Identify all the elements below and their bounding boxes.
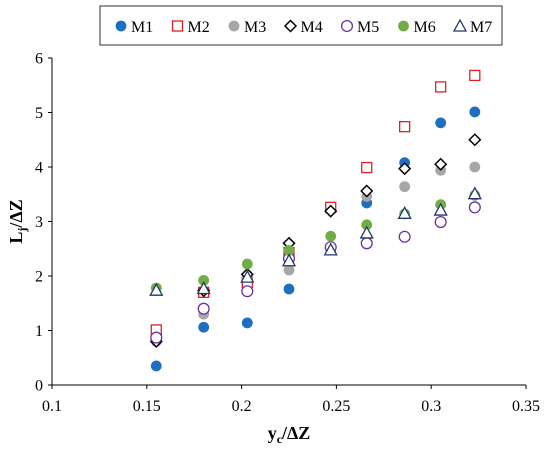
data-point <box>360 237 373 250</box>
series-m7 <box>149 186 482 296</box>
legend-label: M3 <box>244 19 266 36</box>
legend-item-m6: M6 <box>398 19 436 36</box>
series-m1 <box>150 106 481 372</box>
data-point <box>434 215 447 229</box>
legend: M1 M2 M3 M4 M5 M6 M7 <box>99 5 503 46</box>
data-point <box>323 242 338 256</box>
axes: 0 1 2 3 4 5 6 0.1 0.15 0.2 0.25 0.3 0.35 <box>35 51 540 416</box>
data-point <box>281 253 297 267</box>
data-point <box>435 81 447 93</box>
y-tick-label: 5 <box>35 105 43 122</box>
axis-titles: yc/ΔZ Lj/ΔZ <box>6 199 310 446</box>
data-point <box>150 331 163 344</box>
data-point <box>398 230 411 243</box>
data-point <box>198 274 210 286</box>
data-point <box>469 106 481 118</box>
data-point <box>325 230 337 242</box>
data-point <box>435 117 447 129</box>
data-point <box>468 201 481 214</box>
data-point <box>360 184 374 198</box>
data-point <box>150 360 162 372</box>
data-point <box>398 162 412 176</box>
y-tick-label: 4 <box>35 160 43 177</box>
legend-item-m5: M5 <box>340 19 379 36</box>
data-point <box>197 302 210 315</box>
legend-item-m3: M3 <box>228 19 266 36</box>
data-point <box>469 69 481 82</box>
legend-item-m2: M2 <box>171 19 210 36</box>
y-tick-label: 1 <box>35 323 43 340</box>
legend-label: M1 <box>131 19 153 36</box>
data-point <box>241 258 253 270</box>
legend-marker <box>398 20 409 32</box>
legend-label: M7 <box>470 19 492 36</box>
legend-item-m4: M4 <box>283 19 323 36</box>
legend-item-m1: M1 <box>115 19 153 36</box>
data-point <box>198 321 210 333</box>
legend-label: M5 <box>357 19 379 36</box>
x-tick-label: 0.35 <box>512 398 540 415</box>
data-point <box>469 161 481 173</box>
data-point <box>240 269 255 283</box>
y-axis-title: Lj/ΔZ <box>6 199 29 243</box>
legend-marker <box>283 19 298 33</box>
data-point <box>196 281 211 295</box>
series-m2 <box>150 69 481 336</box>
series-m5 <box>150 201 481 344</box>
x-tick-label: 0.15 <box>133 398 161 415</box>
y-tick-label: 3 <box>35 214 43 231</box>
data-point <box>397 205 412 219</box>
y-tick-label: 0 <box>35 378 43 395</box>
data-points <box>149 69 482 372</box>
legend-label: M4 <box>301 19 323 36</box>
data-point <box>283 283 295 295</box>
series-m6 <box>150 189 481 294</box>
x-axis-title: yc/ΔZ <box>268 423 311 446</box>
data-point <box>324 204 338 218</box>
legend-marker <box>452 18 468 32</box>
legend-marker <box>228 20 240 32</box>
legend-marker <box>340 19 354 33</box>
data-point <box>361 161 373 174</box>
x-tick-label: 0.2 <box>232 398 252 415</box>
data-point <box>283 264 295 276</box>
data-point <box>241 317 253 329</box>
data-point <box>361 219 373 231</box>
data-point <box>359 225 374 239</box>
legend-item-m7: M7 <box>452 18 492 36</box>
data-point <box>468 133 482 147</box>
legend-label: M6 <box>414 19 436 36</box>
legend-marker <box>171 20 184 32</box>
series-m3 <box>150 161 481 347</box>
legend-marker <box>115 20 127 32</box>
data-point <box>467 186 482 200</box>
y-tick-label: 2 <box>35 269 43 286</box>
y-tick-label: 6 <box>35 51 43 68</box>
data-point <box>283 244 295 256</box>
data-point <box>433 202 448 216</box>
data-point <box>399 181 411 193</box>
legend-label: M2 <box>188 19 210 36</box>
data-point <box>241 285 254 298</box>
legend-box <box>99 5 503 46</box>
data-point <box>399 121 411 133</box>
x-tick-label: 0.3 <box>421 398 441 415</box>
data-point <box>434 157 448 171</box>
x-tick-label: 0.25 <box>322 398 350 415</box>
data-point <box>149 282 164 296</box>
x-tick-label: 0.1 <box>42 398 62 415</box>
